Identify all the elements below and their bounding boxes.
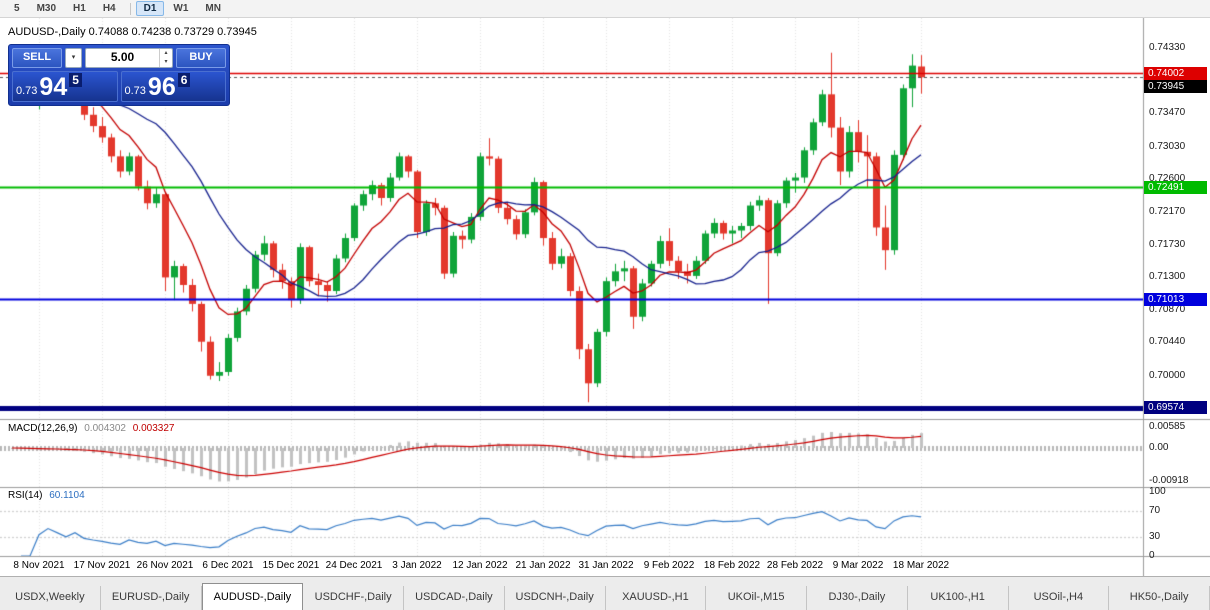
sell-price-sup: 5 xyxy=(69,73,82,87)
candlestick-chart-canvas[interactable] xyxy=(0,18,1210,576)
date-axis-label: 6 Dec 2021 xyxy=(202,560,254,571)
macd-indicator-label: MACD(12,26,9) 0.004302 0.003327 xyxy=(8,423,178,434)
rsi-axis-tick: 0 xyxy=(1149,550,1155,561)
timeframe-button-D1[interactable]: D1 xyxy=(135,1,165,16)
price-axis-tick: 0.71300 xyxy=(1149,271,1186,283)
sell-price-display[interactable]: 0.73 94 5 xyxy=(12,71,118,102)
chart-tab-usoil-h4[interactable]: USOil-,H4 xyxy=(1009,586,1110,610)
timeframe-button-W1[interactable]: W1 xyxy=(173,3,189,14)
date-axis-label: 18 Mar 2022 xyxy=(892,560,950,571)
price-axis-tick: 0.73470 xyxy=(1149,107,1186,119)
spin-down-icon[interactable]: ▾ xyxy=(164,59,168,65)
bid-price-marker: 0.73945 xyxy=(1144,79,1207,93)
date-axis-label: 26 Nov 2021 xyxy=(136,560,194,571)
chart-tab-uk100-h1[interactable]: UK100-,H1 xyxy=(908,586,1009,610)
price-axis-tick: 0.72600 xyxy=(1149,173,1186,185)
date-axis-label: 21 Jan 2022 xyxy=(515,560,571,571)
spin-up-icon[interactable]: ▴ xyxy=(164,50,168,56)
date-axis-label: 3 Jan 2022 xyxy=(392,560,442,571)
volume-dropdown-icon[interactable]: ▾ xyxy=(65,48,82,68)
price-axis-tick: 0.70870 xyxy=(1149,303,1186,315)
rsi-name: RSI(14) xyxy=(8,490,43,501)
sell-price-big: 94 xyxy=(39,73,68,101)
date-axis-label: 9 Feb 2022 xyxy=(643,560,695,571)
date-axis-label: 9 Mar 2022 xyxy=(832,560,884,571)
rsi-indicator-label: RSI(14) 60.1104 xyxy=(8,490,89,501)
sell-price-prefix: 0.73 xyxy=(16,85,38,97)
rsi-value: 60.1104 xyxy=(49,490,85,501)
chart-tab-usdchf-daily[interactable]: USDCHF-,Daily xyxy=(303,586,404,610)
macd-axis-tick: 0.00585 xyxy=(1149,420,1186,432)
rsi-axis-tick: 100 xyxy=(1149,486,1166,497)
chart-tab-ukoil-m15[interactable]: UKOil-,M15 xyxy=(706,586,807,610)
timeframe-toolbar: 5 M30 H1 H4 D1 W1 MN xyxy=(0,0,1210,18)
chart-tab-hk50-daily[interactable]: HK50-,Daily xyxy=(1109,586,1210,610)
date-axis-label: 15 Dec 2021 xyxy=(262,560,320,571)
chart-tab-xauusd-h1[interactable]: XAUUSD-,H1 xyxy=(606,586,707,610)
sell-button[interactable]: SELL xyxy=(12,48,62,68)
chart-tab-usdx-weekly[interactable]: USDX,Weekly xyxy=(0,586,101,610)
date-axis-label: 8 Nov 2021 xyxy=(13,560,65,571)
volume-stepper: ▴ ▾ xyxy=(159,49,172,67)
date-axis-label: 18 Feb 2022 xyxy=(703,560,761,571)
level-price-marker: 0.71013 xyxy=(1144,292,1207,306)
timeframe-button-M30[interactable]: M30 xyxy=(36,3,57,14)
buy-price-big: 96 xyxy=(147,73,176,101)
chart-tab-usdcnh-daily[interactable]: USDCNH-,Daily xyxy=(505,586,606,610)
macd-name: MACD(12,26,9) xyxy=(8,423,78,434)
buy-button[interactable]: BUY xyxy=(176,48,226,68)
macd-main-value: 0.004302 xyxy=(84,423,126,434)
timeframe-button-MN[interactable]: MN xyxy=(205,3,221,14)
toolbar-divider xyxy=(129,2,131,15)
chart-tab-audusd-daily[interactable]: AUDUSD-,Daily xyxy=(201,583,304,610)
date-axis-label: 31 Jan 2022 xyxy=(578,560,634,571)
volume-input[interactable]: 5.00 xyxy=(110,50,135,64)
price-axis-tick: 0.71730 xyxy=(1149,238,1186,250)
macd-axis-tick: -0.00918 xyxy=(1149,475,1189,487)
timeframe-button-H4[interactable]: H4 xyxy=(102,3,116,14)
date-axis-label: 12 Jan 2022 xyxy=(452,560,508,571)
buy-price-prefix: 0.73 xyxy=(124,85,146,97)
date-axis-label: 17 Nov 2021 xyxy=(73,560,131,571)
price-axis-tick: 0.73030 xyxy=(1149,140,1186,152)
chart-title: AUDUSD-,Daily 0.74088 0.74238 0.73729 0.… xyxy=(8,26,257,38)
date-axis-label: 28 Feb 2022 xyxy=(766,560,824,571)
price-axis-tick: 0.74330 xyxy=(1149,42,1186,54)
level-price-marker: 0.74002 xyxy=(1144,66,1207,80)
timeframe-button-H1[interactable]: H1 xyxy=(73,3,86,14)
chart-area: AUDUSD-,Daily 0.74088 0.74238 0.73729 0.… xyxy=(0,18,1210,576)
time-axis: 8 Nov 2021 17 Nov 2021 26 Nov 2021 6 Dec 20… xyxy=(0,556,1143,576)
level-price-marker: 0.69574 xyxy=(1144,401,1207,415)
volume-field[interactable]: 5.00 ▴ ▾ xyxy=(85,48,173,68)
chart-tab-dj30-daily[interactable]: DJ30-,Daily xyxy=(807,586,908,610)
chart-tab-eurusd-daily[interactable]: EURUSD-,Daily xyxy=(101,586,202,610)
price-axis-tick: 0.70000 xyxy=(1149,369,1186,381)
chart-tabs-bar: USDX,Weekly EURUSD-,Daily AUDUSD-,Daily USD… xyxy=(0,576,1210,610)
price-axis-tick: 0.70440 xyxy=(1149,336,1186,348)
price-axis: 0.74330 0.73470 0.73030 0.72600 0.72170 0.717… xyxy=(1143,18,1210,576)
rsi-axis-tick: 70 xyxy=(1149,505,1161,517)
buy-price-sup: 6 xyxy=(177,73,191,87)
one-click-trade-panel: SELL ▾ 5.00 ▴ ▾ BUY 0.73 94 5 0.73 96 6 xyxy=(8,44,230,106)
rsi-axis-tick: 30 xyxy=(1149,530,1161,542)
chart-tab-usdcad-daily[interactable]: USDCAD-,Daily xyxy=(404,586,505,610)
macd-axis-tick: 0.00 xyxy=(1149,442,1169,453)
date-axis-label: 24 Dec 2021 xyxy=(325,560,383,571)
level-price-marker: 0.72491 xyxy=(1144,180,1207,194)
buy-price-display[interactable]: 0.73 96 6 xyxy=(120,71,226,102)
macd-signal-value: 0.003327 xyxy=(132,423,175,434)
timeframe-button-5[interactable]: 5 xyxy=(14,3,20,14)
price-axis-tick: 0.72170 xyxy=(1149,205,1186,217)
